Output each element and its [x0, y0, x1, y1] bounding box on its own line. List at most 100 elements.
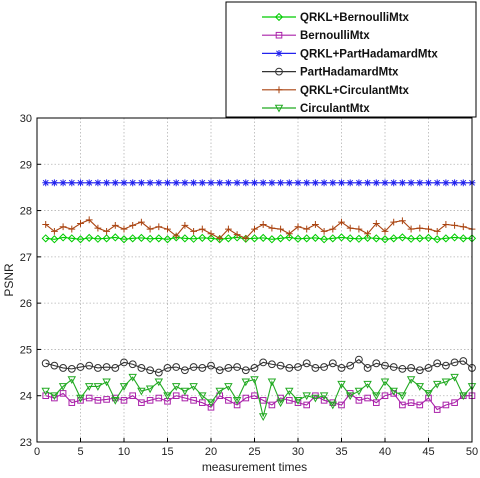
legend: QRKL+BernoulliMtx BernoulliMtx QRKL+PartHa…: [225, 1, 477, 118]
data-point-qrkl-circulantmtx: [259, 221, 267, 228]
data-point-circulantmtx: [372, 392, 381, 401]
data-point-qrkl-parthadamardmtx: [312, 179, 319, 187]
data-point-qrkl-parthadamardmtx: [459, 179, 467, 187]
data-point-qrkl-bernoullimtx: [389, 234, 398, 243]
legend-marker: [275, 50, 283, 57]
data-point-qrkl-bernoullimtx: [119, 235, 129, 244]
y-axis-ticks: 23 24 25 26 27 28 29 30: [20, 113, 41, 449]
series-line-qrkl-bernoullimtx: [45, 236, 472, 240]
data-point-circulantmtx: [250, 376, 259, 384]
data-point-parthadamardmtx: [355, 355, 363, 364]
data-point-qrkl-parthadamardmtx: [85, 179, 93, 187]
data-point-circulantmtx: [285, 387, 294, 396]
data-point-qrkl-parthadamardmtx: [268, 179, 276, 187]
y-tick-label: 28: [20, 206, 32, 218]
data-point-bernoullimtx: [155, 394, 163, 402]
data-point-qrkl-circulantmtx: [338, 218, 345, 226]
data-point-bernoullimtx: [268, 401, 276, 409]
data-point-qrkl-bernoullimtx: [58, 233, 68, 242]
data-point-qrkl-parthadamardmtx: [198, 179, 206, 187]
data-point-qrkl-parthadamardmtx: [164, 179, 171, 187]
data-point-qrkl-circulantmtx: [68, 225, 76, 233]
data-point-qrkl-parthadamardmtx: [207, 179, 215, 187]
data-point-qrkl-parthadamardmtx: [51, 179, 58, 187]
data-point-qrkl-bernoullimtx: [250, 234, 259, 243]
legend-label: BernoulliMtx: [300, 30, 370, 42]
data-point-qrkl-parthadamardmtx: [225, 179, 232, 187]
data-point-qrkl-bernoullimtx: [406, 234, 416, 243]
data-point-circulantmtx: [319, 392, 329, 401]
data-point-qrkl-circulantmtx: [190, 228, 197, 235]
data-point-qrkl-parthadamardmtx: [285, 179, 293, 187]
data-point-qrkl-bernoullimtx: [85, 233, 94, 242]
data-point-qrkl-circulantmtx: [103, 228, 110, 235]
data-point-parthadamardmtx: [111, 364, 120, 372]
data-point-circulantmtx: [354, 387, 364, 396]
data-point-parthadamardmtx: [268, 360, 276, 369]
data-point-circulantmtx: [328, 401, 338, 410]
data-point-qrkl-parthadamardmtx: [346, 179, 354, 187]
data-point-qrkl-circulantmtx: [277, 225, 284, 233]
data-point-qrkl-circulantmtx: [51, 228, 58, 235]
data-point-parthadamardmtx: [285, 364, 294, 372]
data-point-parthadamardmtx: [85, 361, 94, 370]
data-point-qrkl-circulantmtx: [399, 217, 406, 225]
legend-marker: [274, 12, 284, 22]
data-point-circulantmtx: [137, 387, 146, 396]
data-point-qrkl-parthadamardmtx: [138, 179, 145, 187]
data-point-circulantmtx: [50, 392, 59, 401]
data-point-parthadamardmtx: [154, 368, 163, 377]
data-point-parthadamardmtx: [172, 363, 181, 371]
data-point-qrkl-circulantmtx: [85, 216, 93, 224]
legend-entry-qrkl-bernoullimtx: QRKL+BernoulliMtx: [262, 12, 410, 24]
data-point-bernoullimtx: [442, 401, 450, 409]
data-point-qrkl-circulantmtx: [120, 225, 128, 233]
data-point-bernoullimtx: [303, 401, 310, 409]
data-point-qrkl-bernoullimtx: [206, 234, 216, 243]
data-point-qrkl-circulantmtx: [94, 224, 102, 232]
data-point-qrkl-parthadamardmtx: [381, 179, 389, 187]
y-tick-label: 26: [20, 298, 32, 310]
data-point-circulantmtx: [459, 392, 468, 401]
data-point-parthadamardmtx: [94, 364, 102, 372]
data-point-qrkl-bernoullimtx: [180, 234, 190, 243]
x-tick-label: 45: [422, 446, 434, 458]
data-point-qrkl-circulantmtx: [172, 232, 180, 240]
series-qrkl-circulantmtx: [42, 216, 476, 242]
data-point-parthadamardmtx: [311, 364, 320, 372]
data-point-bernoullimtx: [338, 401, 345, 409]
x-tick-label: 30: [292, 446, 304, 458]
data-point-qrkl-bernoullimtx: [363, 233, 372, 242]
data-point-qrkl-circulantmtx: [416, 224, 424, 232]
legend-marker: [275, 67, 283, 76]
x-tick-label: 25: [248, 446, 260, 458]
data-point-qrkl-parthadamardmtx: [355, 179, 363, 187]
data-point-bernoullimtx: [42, 392, 50, 400]
data-point-qrkl-bernoullimtx: [189, 234, 198, 243]
data-point-bernoullimtx: [320, 397, 328, 404]
data-point-qrkl-parthadamardmtx: [364, 179, 371, 187]
data-point-qrkl-circulantmtx: [355, 225, 363, 233]
data-point-circulantmtx: [380, 378, 390, 387]
data-point-qrkl-parthadamardmtx: [425, 179, 432, 187]
data-point-qrkl-bernoullimtx: [102, 234, 111, 243]
data-point-circulantmtx: [198, 392, 207, 401]
data-point-parthadamardmtx: [102, 363, 111, 371]
x-tick-label: 10: [118, 446, 130, 458]
data-point-qrkl-circulantmtx: [268, 224, 276, 232]
data-point-circulantmtx: [450, 373, 459, 382]
legend-entry-circulantmtx: CirculantMtx: [262, 103, 370, 115]
legend-label: QRKL+BernoulliMtx: [300, 12, 410, 24]
data-point-qrkl-bernoullimtx: [302, 234, 311, 243]
data-point-bernoullimtx: [225, 397, 232, 404]
data-point-circulantmtx: [415, 383, 425, 391]
data-point-qrkl-parthadamardmtx: [372, 179, 380, 187]
data-point-circulantmtx: [424, 390, 433, 398]
data-point-circulantmtx: [67, 376, 77, 384]
data-point-qrkl-bernoullimtx: [346, 234, 355, 243]
data-point-bernoullimtx: [138, 399, 145, 406]
data-point-parthadamardmtx: [389, 363, 398, 371]
legend-box: [225, 1, 477, 118]
y-tick-label: 30: [20, 113, 32, 125]
data-point-parthadamardmtx: [59, 364, 67, 372]
